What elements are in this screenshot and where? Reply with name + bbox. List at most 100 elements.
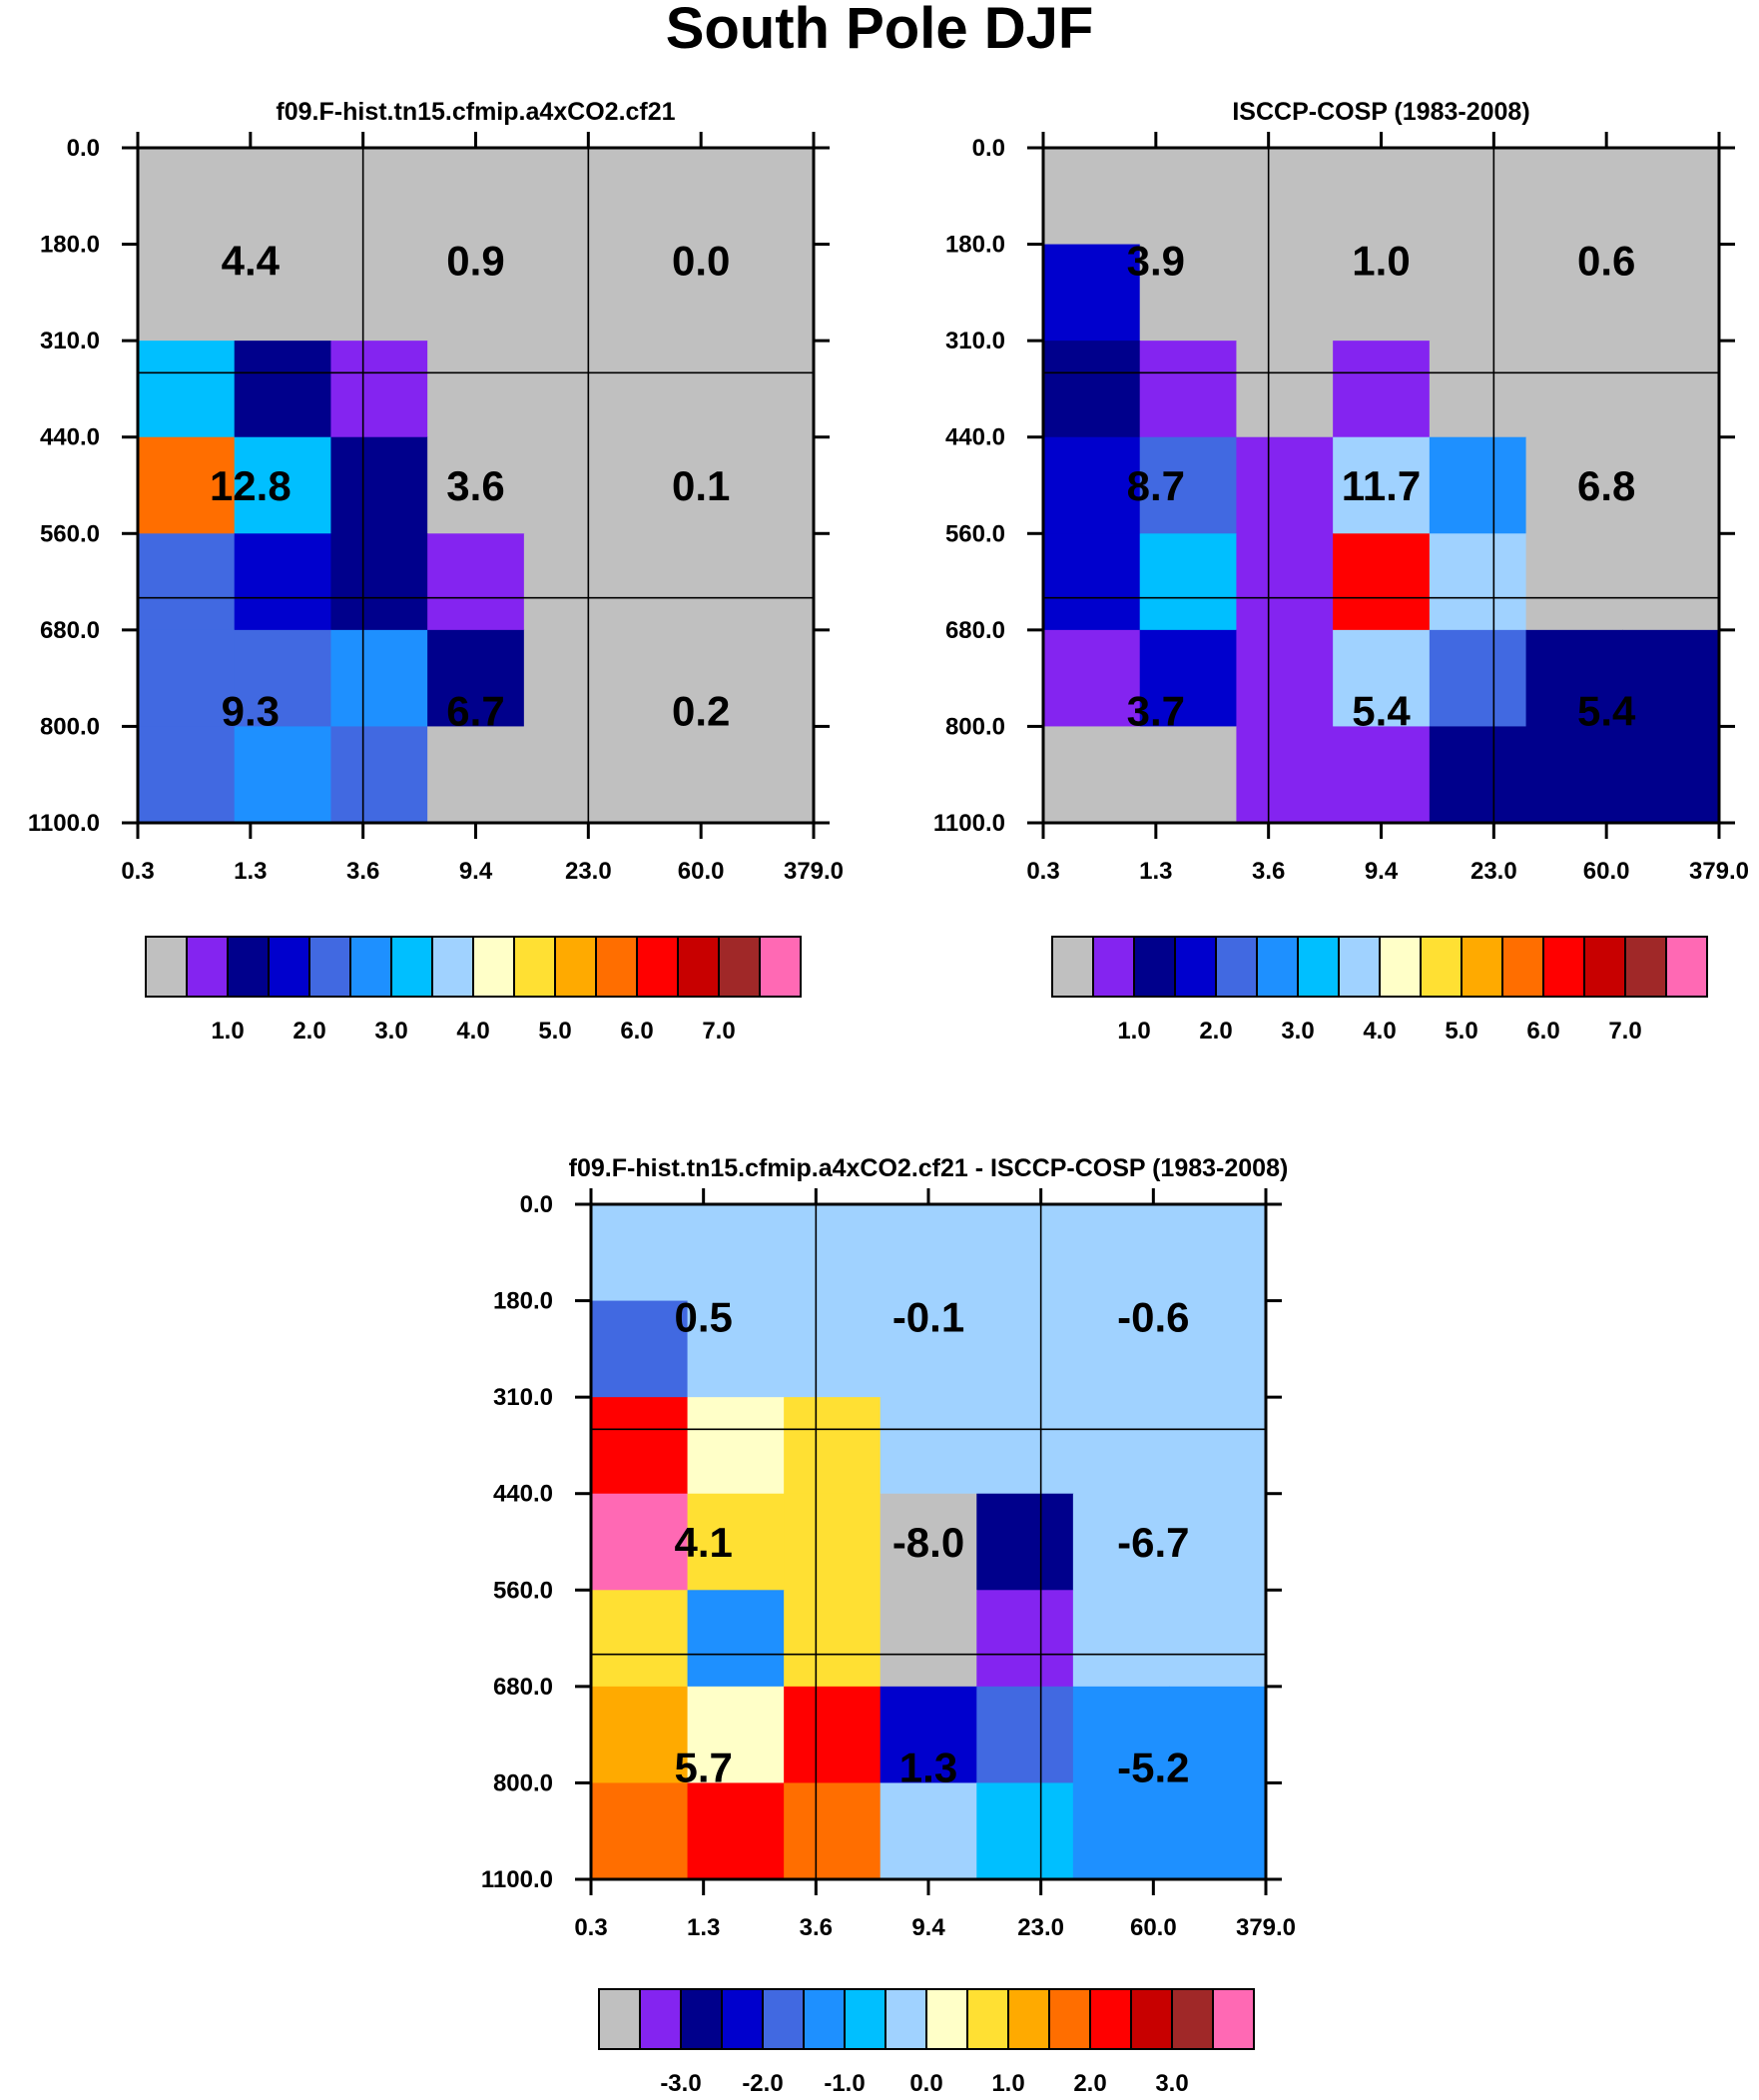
heatmap-cell [234, 244, 332, 342]
block-value-label: -5.2 [1117, 1744, 1189, 1790]
heatmap-cell [1429, 726, 1527, 824]
heatmap-cell [523, 244, 622, 342]
heatmap-cell [1043, 533, 1141, 631]
block-value-label: -0.6 [1117, 1294, 1189, 1341]
heatmap-cell [1139, 533, 1238, 631]
colorbar: 1.0 2.0 3.0 4.0 5.0 6.0 7.0 [145, 936, 802, 1045]
heatmap-cell [687, 1204, 785, 1302]
y-tick-label: 0.0 [972, 135, 1005, 162]
heatmap-cell [427, 726, 525, 824]
colorbar-label: 7.0 [702, 1018, 735, 1045]
y-tick-label: 440.0 [40, 424, 100, 451]
heatmap-cell [1429, 244, 1527, 342]
heatmap-cell [880, 1397, 977, 1495]
colorbar-label: 1.0 [991, 2070, 1024, 2097]
colorbar-swatch [308, 936, 351, 998]
y-tick-label: 0.0 [520, 1191, 553, 1218]
colorbar-label: 3.0 [374, 1018, 407, 1045]
x-tick-label: 9.4 [459, 858, 493, 885]
panel-title: f09.F-hist.tn15.cfmip.a4xCO2.cf21 - ISCC… [569, 1154, 1289, 1182]
heatmap-cell [1043, 341, 1141, 438]
heatmap-cell [591, 1204, 689, 1302]
heatmap-cell [880, 1204, 977, 1302]
y-tick-label: 1100.0 [28, 810, 100, 837]
heatmap-cell [138, 533, 236, 631]
heatmap-cell [1622, 148, 1720, 246]
heatmap-cell [1622, 629, 1720, 728]
heatmap-cell [1072, 1782, 1171, 1880]
colorbar-label: 3.0 [1281, 1018, 1314, 1045]
colorbar-swatch [1174, 936, 1217, 998]
block-value-label: 0.6 [1577, 238, 1635, 285]
colorbar-label: 1.0 [1117, 1018, 1150, 1045]
colorbar-label: 3.0 [1155, 2070, 1188, 2097]
colorbar-label: -3.0 [660, 2070, 701, 2097]
block-value-label: 0.5 [674, 1294, 732, 1341]
heatmap-cell [523, 533, 622, 631]
heatmap-cells [138, 148, 815, 824]
main-title: South Pole DJF [666, 0, 1094, 61]
colorbar-swatch [680, 1988, 723, 2050]
colorbar-label: 6.0 [1526, 1018, 1559, 1045]
heatmap-cell [1139, 726, 1238, 824]
colorbar-swatch [759, 936, 802, 998]
colorbar-swatch [677, 936, 720, 998]
heatmap-cell [976, 1493, 1074, 1591]
heatmap-cell [234, 436, 332, 534]
heatmap-cell [330, 148, 428, 246]
block-value-label: 11.7 [1342, 462, 1421, 509]
colorbar-swatch [1420, 936, 1463, 998]
block-value-label: 4.4 [222, 238, 281, 285]
heatmap-cell [1525, 341, 1623, 438]
heatmap-cell [330, 629, 428, 728]
heatmap-cell [1169, 1300, 1267, 1398]
heatmap-cell [784, 1686, 881, 1784]
colorbar-swatch [1501, 936, 1544, 998]
heatmap-cell [1429, 436, 1527, 534]
block-value-label: 5.7 [674, 1744, 732, 1790]
x-tick-label: 1.3 [234, 858, 267, 885]
colorbar-label: 2.0 [293, 1018, 325, 1045]
colorbar-swatch [966, 1988, 1009, 2050]
heatmap-cell [234, 629, 332, 728]
panel-title: f09.F-hist.tn15.cfmip.a4xCO2.cf21 [276, 98, 675, 126]
heatmap-cell [1139, 244, 1238, 342]
heatmap-cell [1236, 629, 1334, 728]
heatmap-cell [1072, 1590, 1171, 1688]
block-grid [591, 1204, 1266, 1879]
heatmap-cell [717, 244, 815, 342]
heatmap-cell [330, 726, 428, 824]
colorbar-swatch [145, 936, 188, 998]
block-value-label: 0.2 [672, 687, 730, 734]
heatmap-cell [687, 1590, 785, 1688]
y-tick-label: 180.0 [40, 232, 100, 259]
block-value-label: 8.7 [1127, 462, 1185, 509]
heatmap-cell [1525, 629, 1623, 728]
heatmap-cell [717, 148, 815, 246]
heatmap-cell [784, 1590, 881, 1688]
panel-1: f09.F-hist.tn15.cfmip.a4xCO2.cf21 4.4 0.9 0… [28, 98, 844, 1045]
y-tick-label: 180.0 [945, 232, 1005, 259]
heatmap-cell [976, 1686, 1074, 1784]
y-tick-label: 560.0 [493, 1577, 553, 1604]
colorbar-swatch [349, 936, 392, 998]
colorbar-label: 4.0 [1363, 1018, 1396, 1045]
heatmap-cell [620, 244, 718, 342]
heatmap-cell [717, 726, 815, 824]
heatmap-cell [1622, 341, 1720, 438]
block-value-label: 3.9 [1127, 238, 1185, 285]
block-value-label: 5.4 [1352, 687, 1411, 734]
heatmap-cell [427, 341, 525, 438]
heatmap-cell [1169, 1493, 1267, 1591]
y-tick-label: 680.0 [40, 617, 100, 644]
heatmap-cell [717, 533, 815, 631]
y-tick-label: 310.0 [945, 328, 1005, 354]
colorbar-swatch [884, 1988, 927, 2050]
y-tick-label: 0.0 [67, 135, 100, 162]
block-value-label: 6.8 [1577, 462, 1635, 509]
heatmap-cell [717, 436, 815, 534]
heatmap-cell [234, 533, 332, 631]
y-tick-label: 800.0 [40, 713, 100, 740]
heatmap-cell [1043, 148, 1141, 246]
